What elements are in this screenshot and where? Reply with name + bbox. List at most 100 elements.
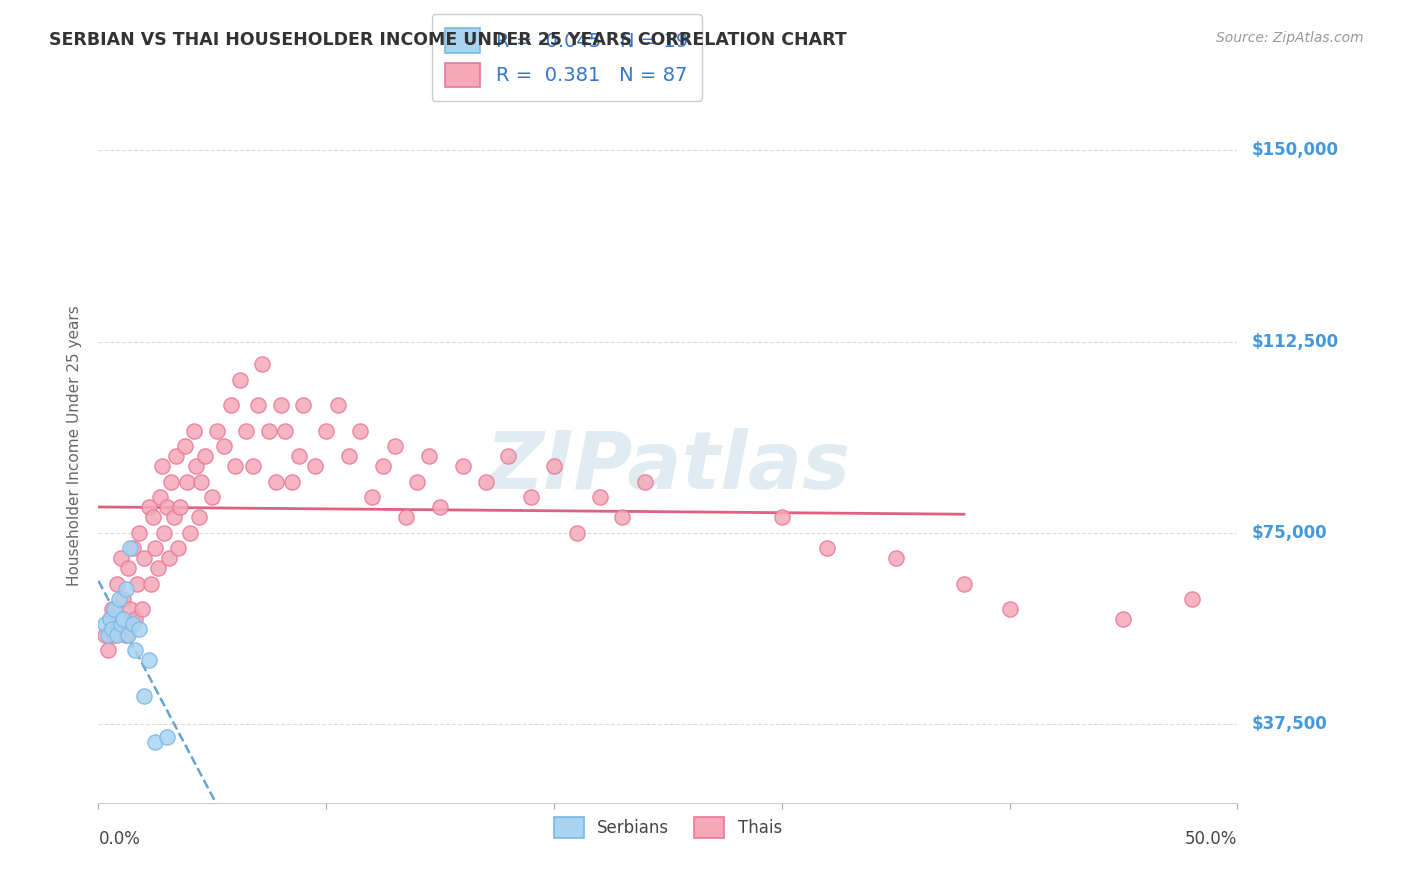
Point (132, 551, 155, 566)
Point (884, 551, 907, 566)
Point (131, 602, 153, 616)
Point (1181, 591, 1204, 606)
Point (186, 459, 208, 474)
Point (360, 490, 382, 504)
Point (815, 541, 838, 555)
Text: $75,000: $75,000 (1251, 524, 1327, 541)
Point (371, 459, 394, 474)
Point (543, 459, 565, 474)
Text: $37,500: $37,500 (1251, 714, 1327, 733)
Point (156, 500, 179, 515)
Point (498, 449, 520, 463)
Point (157, 551, 180, 566)
Point (112, 591, 135, 606)
Point (138, 653, 160, 667)
Point (94, 617, 117, 632)
Point (114, 627, 136, 641)
Point (337, 449, 360, 463)
Point (246, 398, 269, 412)
Point (326, 398, 349, 412)
Point (98, 612, 121, 626)
Point (212, 439, 235, 453)
Point (228, 373, 250, 387)
Text: ZIPatlas: ZIPatlas (485, 428, 851, 507)
Point (124, 612, 146, 626)
Point (120, 602, 142, 616)
Point (94, 627, 117, 641)
Point (565, 525, 588, 540)
Point (183, 424, 205, 438)
Point (110, 551, 132, 566)
Text: $112,500: $112,500 (1251, 333, 1339, 351)
Point (349, 424, 371, 438)
Point (124, 643, 146, 657)
Point (110, 617, 132, 632)
Point (139, 576, 162, 591)
Point (108, 612, 131, 626)
Point (145, 734, 167, 748)
Point (146, 561, 169, 575)
Point (451, 459, 474, 474)
Point (149, 490, 172, 504)
Point (128, 525, 150, 540)
Point (153, 525, 176, 540)
Point (101, 623, 124, 637)
Point (103, 602, 125, 616)
Point (145, 541, 167, 555)
Point (167, 541, 190, 555)
Point (156, 730, 179, 744)
Point (304, 459, 326, 474)
Point (105, 627, 128, 641)
Point (121, 617, 143, 632)
Point (274, 424, 297, 438)
Point (224, 459, 246, 474)
Text: SERBIAN VS THAI HOUSEHOLDER INCOME UNDER 25 YEARS CORRELATION CHART: SERBIAN VS THAI HOUSEHOLDER INCOME UNDER… (49, 31, 846, 49)
Point (406, 475, 429, 489)
Point (242, 459, 264, 474)
Point (395, 510, 418, 524)
Point (117, 561, 139, 575)
Point (252, 358, 274, 372)
Point (187, 510, 209, 524)
Point (429, 500, 451, 515)
Point (612, 510, 634, 524)
Point (103, 627, 125, 641)
Point (634, 475, 657, 489)
Y-axis label: Householder Income Under 25 years: Householder Income Under 25 years (67, 306, 83, 586)
Point (384, 439, 406, 453)
Point (128, 623, 150, 637)
Point (270, 398, 292, 412)
Point (127, 576, 149, 591)
Legend: Serbians, Thais: Serbians, Thais (547, 811, 789, 845)
Point (108, 591, 131, 606)
Point (292, 398, 315, 412)
Point (953, 576, 976, 591)
Point (264, 475, 287, 489)
Text: 0.0%: 0.0% (98, 830, 141, 847)
Point (117, 627, 139, 641)
Point (288, 449, 311, 463)
Point (770, 510, 793, 524)
Point (474, 475, 496, 489)
Point (194, 449, 217, 463)
Point (998, 602, 1021, 616)
Point (120, 541, 142, 555)
Point (162, 510, 184, 524)
Point (132, 689, 155, 703)
Text: Source: ZipAtlas.com: Source: ZipAtlas.com (1216, 31, 1364, 45)
Point (219, 398, 242, 412)
Point (281, 475, 304, 489)
Point (169, 500, 191, 515)
Point (165, 449, 187, 463)
Point (96, 643, 118, 657)
Point (201, 490, 224, 504)
Point (174, 439, 197, 453)
Point (142, 510, 165, 524)
Point (259, 424, 281, 438)
Point (150, 459, 173, 474)
Point (160, 475, 183, 489)
Point (235, 424, 257, 438)
Point (190, 475, 212, 489)
Text: 50.0%: 50.0% (1185, 830, 1237, 847)
Point (138, 500, 160, 515)
